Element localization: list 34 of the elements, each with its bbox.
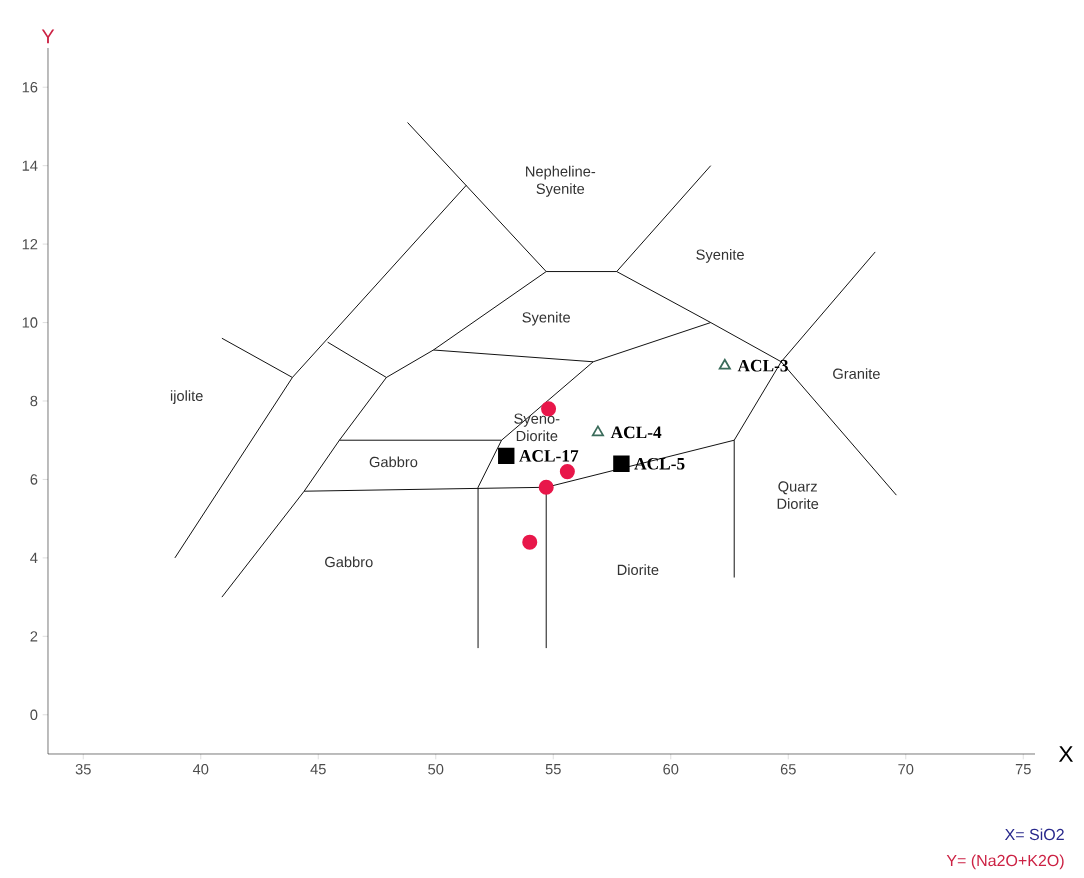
x-tick-label: 65 (780, 764, 796, 775)
y-tick-label: 14 (22, 160, 38, 171)
x-tick-label: 40 (192, 764, 209, 775)
x-tick-label: 45 (310, 764, 326, 775)
annotation: Granite (833, 368, 880, 379)
annotation: ACL-5 (634, 457, 685, 470)
annotation: ijolite (170, 390, 203, 404)
y-tick-label: 4 (30, 552, 38, 563)
annotation: ACL-4 (610, 426, 662, 439)
x-tick-label: 50 (428, 764, 444, 775)
y-tick-label: 8 (30, 395, 38, 407)
y-tick-label: 2 (30, 631, 38, 642)
y-tick-label: 6 (30, 474, 38, 485)
x-tick-label: 60 (663, 764, 679, 775)
annotation: Gabbro (369, 456, 418, 468)
x-tick-label: 70 (898, 764, 914, 775)
annotation: Gabbro (325, 556, 373, 568)
text: X= SiO2 (1004, 828, 1064, 841)
y-tick-label: 10 (22, 317, 38, 328)
text: Y= (Na2O+K2O) (946, 854, 1064, 870)
annotation: Nepheline-Syenite (526, 165, 596, 197)
annotation: Syenite (696, 249, 744, 263)
y-tick-label: 12 (22, 239, 38, 250)
x-tick-label: 35 (75, 764, 91, 775)
annotation: Diorite (617, 564, 659, 576)
x-axis-title: X (1058, 746, 1074, 762)
y-tick-label: 0 (30, 709, 38, 720)
annotation: Quarz Diorite (777, 481, 819, 509)
y-axis-title: Y (41, 29, 55, 44)
x-tick-label: 55 (545, 764, 561, 775)
y-tick-label: 16 (22, 82, 38, 93)
x-tick-label: 75 (1015, 764, 1031, 775)
annotation: Syenite (522, 311, 571, 326)
annotation: ACL-17 (519, 450, 579, 462)
